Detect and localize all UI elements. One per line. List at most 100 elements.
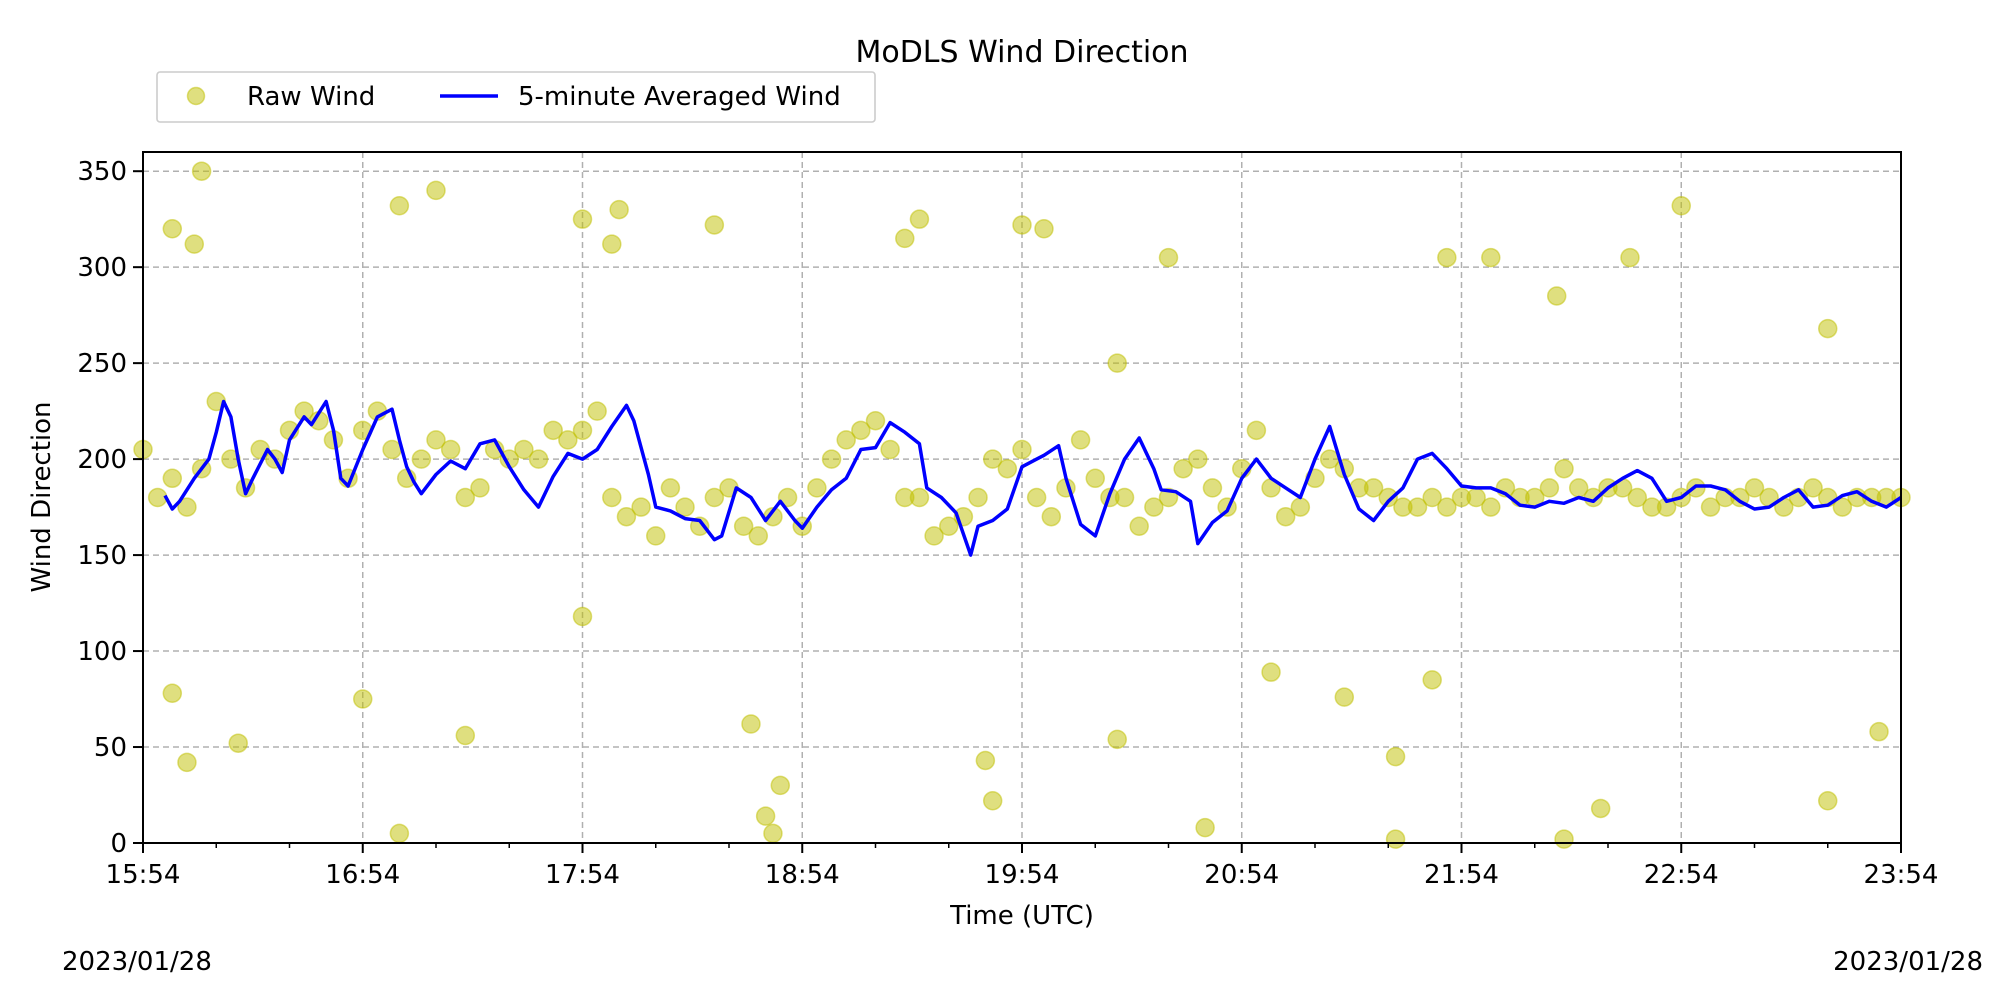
raw-wind-point <box>191 161 212 181</box>
raw-wind-point <box>1378 487 1398 508</box>
raw-wind-point <box>602 234 622 254</box>
x-tick-label: 16:54 <box>325 860 400 890</box>
raw-wind-point <box>1246 420 1267 441</box>
date-label-start: 2023/01/28 <box>62 947 212 977</box>
raw-wind-point <box>880 439 900 460</box>
raw-wind-point <box>1818 791 1838 811</box>
grid-lines <box>143 152 1901 843</box>
raw-wind-point <box>1385 829 1406 849</box>
raw-wind-point <box>572 209 593 229</box>
raw-wind-point <box>770 775 791 796</box>
y-tick-label: 0 <box>110 829 127 859</box>
raw-wind-point <box>1590 798 1611 819</box>
raw-wind-point <box>1481 497 1501 517</box>
raw-wind-point <box>924 526 944 546</box>
raw-wind-point <box>1290 497 1311 517</box>
raw-wind-point <box>1437 497 1457 517</box>
raw-wind-point <box>1275 506 1296 527</box>
raw-wind-point <box>543 420 563 441</box>
raw-wind-point <box>1363 478 1384 498</box>
raw-wind-point <box>1422 670 1442 690</box>
raw-wind-point <box>389 195 410 216</box>
raw-wind-point <box>470 478 490 498</box>
raw-wind-point <box>1620 247 1640 268</box>
raw-wind-point <box>609 199 629 220</box>
raw-wind-point <box>741 714 761 734</box>
raw-wind-point <box>147 487 168 508</box>
raw-wind-point <box>1407 497 1428 517</box>
x-tick-label: 22:54 <box>1644 860 1719 890</box>
raw-wind-point <box>675 497 695 517</box>
y-axis-ticks: 0 50 100 150 200 250 300 350 <box>77 157 143 859</box>
date-label-end: 2023/01/28 <box>1833 947 1983 977</box>
raw-wind-point <box>1869 721 1889 742</box>
raw-wind-point <box>1546 286 1567 306</box>
raw-wind-point <box>807 478 827 498</box>
legend-marker-raw-wind <box>186 86 206 106</box>
raw-wind-point <box>389 823 410 844</box>
raw-wind-point <box>455 487 476 508</box>
raw-wind-point <box>1437 247 1457 268</box>
raw-wind-point <box>426 180 446 201</box>
raw-wind-point <box>777 487 798 508</box>
raw-wind-point <box>1671 195 1691 216</box>
raw-wind-point <box>1334 687 1355 707</box>
raw-wind-point <box>1554 458 1574 479</box>
raw-wind-point <box>1700 497 1721 517</box>
raw-wind-point <box>748 526 769 546</box>
raw-wind-point <box>162 219 183 239</box>
raw-wind-point <box>1012 215 1032 235</box>
raw-wind-point <box>1803 478 1823 498</box>
y-tick-label: 250 <box>77 349 127 379</box>
raw-wind-point <box>455 725 476 746</box>
y-tick-label: 200 <box>77 445 127 475</box>
raw-wind-point <box>514 439 534 460</box>
averaged-wind-line <box>163 399 1902 557</box>
raw-wind-point <box>1554 829 1574 849</box>
raw-wind-point <box>631 497 651 517</box>
raw-wind-point <box>704 215 725 235</box>
raw-wind-point <box>755 806 776 826</box>
raw-wind-point <box>382 439 402 460</box>
raw-wind-point <box>997 458 1018 479</box>
raw-wind-point <box>602 487 622 508</box>
raw-wind-point <box>1627 487 1648 508</box>
raw-wind-point <box>177 752 197 773</box>
chart-title: MoDLS Wind Direction <box>855 35 1188 70</box>
raw-wind-point <box>1202 478 1223 498</box>
raw-wind-point <box>821 449 842 469</box>
raw-wind-point <box>1034 219 1054 239</box>
raw-wind-point <box>528 449 549 469</box>
raw-wind-point <box>1818 318 1838 339</box>
x-tick-label: 15:54 <box>106 860 181 890</box>
raw-wind-point <box>1129 516 1149 537</box>
raw-wind-point <box>763 823 783 844</box>
raw-wind-point <box>1422 487 1442 508</box>
raw-wind-point <box>1144 497 1164 517</box>
legend-frame <box>156 71 876 123</box>
raw-wind-point <box>865 410 886 431</box>
raw-wind-point <box>177 497 197 517</box>
raw-wind-point <box>1832 497 1853 517</box>
x-tick-label: 17:54 <box>545 860 620 890</box>
raw-wind-point <box>294 401 314 421</box>
x-tick-label: 23:54 <box>1864 860 1939 890</box>
raw-wind-point <box>909 487 930 508</box>
y-tick-label: 50 <box>94 733 127 763</box>
raw-wind-point <box>162 683 183 704</box>
raw-wind-point <box>440 439 461 460</box>
raw-wind-point <box>353 689 373 709</box>
raw-wind-point <box>228 733 248 753</box>
raw-wind-point <box>572 606 593 627</box>
raw-wind-point <box>689 516 710 537</box>
x-tick-label: 20:54 <box>1204 860 1279 890</box>
raw-wind-point <box>411 449 432 469</box>
raw-wind-point <box>982 449 1003 469</box>
raw-wind-point <box>1114 487 1135 508</box>
raw-wind-point <box>1026 487 1047 508</box>
raw-wind-point <box>162 468 183 489</box>
raw-wind-point <box>1539 478 1560 498</box>
raw-wind-point <box>646 526 666 546</box>
raw-wind-point <box>184 234 205 254</box>
raw-wind-point <box>426 430 446 450</box>
